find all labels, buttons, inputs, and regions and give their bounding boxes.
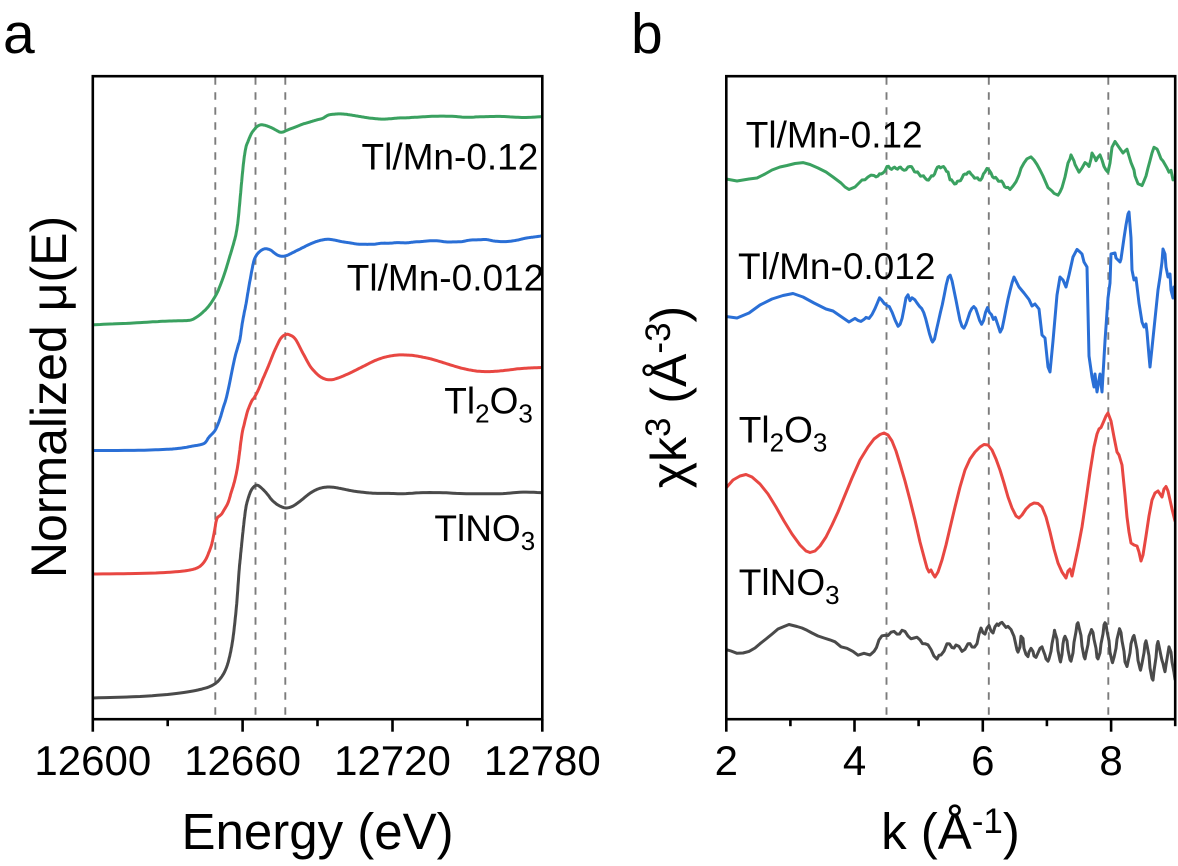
svg-text:b: b <box>631 2 663 66</box>
svg-text:12660: 12660 <box>184 737 301 784</box>
svg-text:12600: 12600 <box>34 737 151 784</box>
svg-text:4: 4 <box>843 737 866 784</box>
svg-text:Tl/Mn-0.12: Tl/Mn-0.12 <box>362 136 539 177</box>
svg-text:Tl2O3: Tl2O3 <box>739 410 828 458</box>
svg-text:Tl/Mn-0.012: Tl/Mn-0.012 <box>347 258 544 299</box>
svg-text:6: 6 <box>971 737 994 784</box>
svg-text:12780: 12780 <box>484 737 601 784</box>
svg-text:TlNO3: TlNO3 <box>739 562 840 610</box>
svg-text:a: a <box>3 2 35 66</box>
svg-text:12720: 12720 <box>334 737 451 784</box>
svg-text:TlNO3: TlNO3 <box>434 508 535 556</box>
svg-text:8: 8 <box>1099 737 1122 784</box>
svg-text:Tl/Mn-0.12: Tl/Mn-0.12 <box>746 114 923 155</box>
svg-text:Tl/Mn-0.012: Tl/Mn-0.012 <box>738 246 935 287</box>
svg-text:χk3 (Å-3): χk3 (Å-3) <box>639 306 697 488</box>
svg-text:2: 2 <box>715 737 738 784</box>
svg-text:Energy (eV): Energy (eV) <box>182 803 454 860</box>
svg-text:Normalized μ(E): Normalized μ(E) <box>21 216 77 578</box>
